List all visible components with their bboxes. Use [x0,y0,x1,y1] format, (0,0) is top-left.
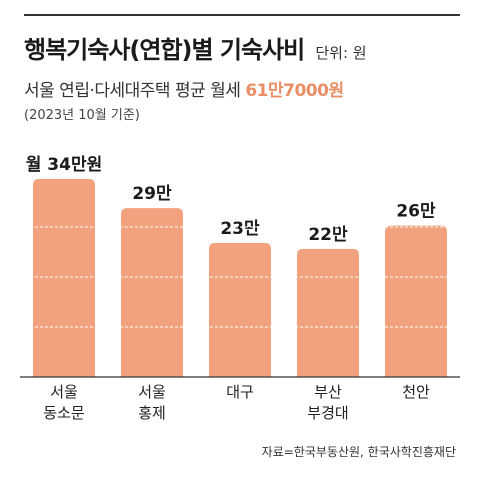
bar [297,248,359,377]
bar [385,225,447,377]
subtitle-value: 61만7000원 [245,81,344,101]
subtitle-text: 서울 연립·다세대주택 평균 월세 [24,81,241,101]
title-row: 행복기숙사(연합)별 기숙사비 단위: 원 [24,30,367,65]
bar [33,179,95,377]
chart-subtitle: 서울 연립·다세대주택 평균 월세 61만7000원 [24,76,344,101]
tick-label: 서울 [50,383,78,401]
data-label: 26만 [396,202,436,222]
tick-label: 홍제 [138,404,166,422]
tick-label: 대구 [226,383,254,401]
data-label: 29만 [132,184,172,204]
chart-title: 행복기숙사(연합)별 기숙사비 [24,36,305,64]
bar [209,243,271,377]
data-label: 22만 [308,225,348,245]
data-label: 월 34만원 [26,155,103,175]
tick-label: 천안 [402,383,430,401]
tick-label: 부경대 [307,404,348,422]
tick-label: 서울 [138,383,166,401]
data-label: 23만 [220,219,260,239]
tick-label: 동소문 [43,404,85,422]
date-note: (2023년 10월 기준) [24,108,140,123]
bar [121,208,183,377]
source-note: 자료=한국부동산원, 한국사학진흥재단 [261,445,456,459]
top-rule [24,14,460,16]
tick-label: 부산 [314,383,342,401]
unit-label: 단위: 원 [315,44,367,62]
